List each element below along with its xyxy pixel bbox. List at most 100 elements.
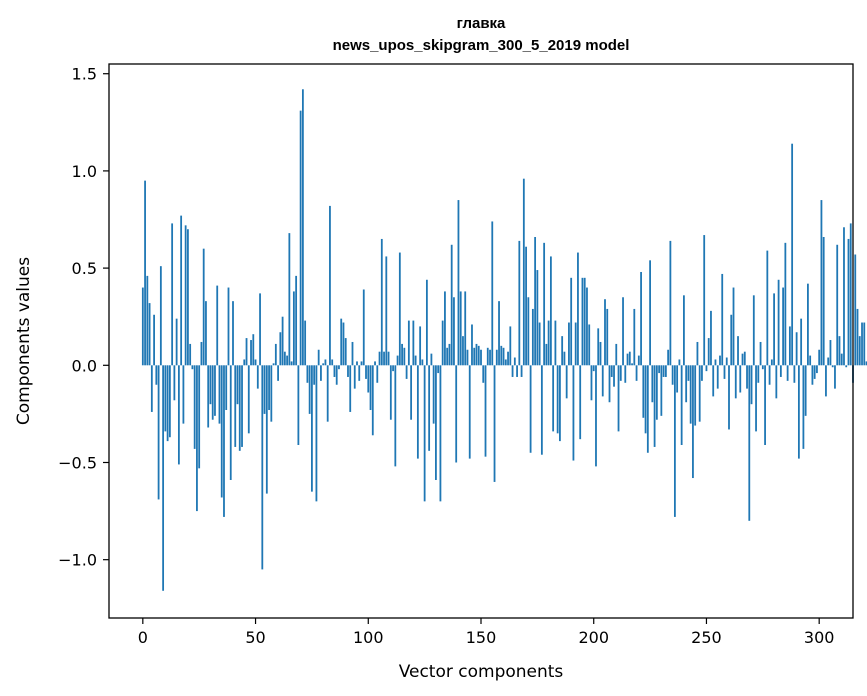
bar-317 xyxy=(856,308,859,366)
bar-240 xyxy=(683,295,685,366)
bar-254 xyxy=(714,359,717,366)
bar-96 xyxy=(358,365,361,381)
bar-145 xyxy=(468,365,471,459)
bar-109 xyxy=(387,351,390,366)
bar-194 xyxy=(579,365,582,440)
bar-35 xyxy=(220,365,223,498)
bar-25 xyxy=(198,365,201,469)
bar-247 xyxy=(698,365,701,422)
chart-subtitle: news_upos_skipgram_300_5_2019 model xyxy=(333,37,630,54)
bar-275 xyxy=(761,365,764,370)
bar-92 xyxy=(349,365,352,412)
bar-181 xyxy=(549,256,552,366)
bar-143 xyxy=(464,291,467,366)
bar-224 xyxy=(646,365,649,453)
bar-196 xyxy=(583,277,586,366)
bar-174 xyxy=(534,237,537,366)
bar-187 xyxy=(563,351,566,366)
bar-116 xyxy=(403,347,406,366)
bar-95 xyxy=(356,361,358,366)
bar-303 xyxy=(825,365,827,397)
bar-173 xyxy=(531,308,534,366)
bar-320 xyxy=(863,322,866,366)
bar-161 xyxy=(504,359,507,366)
bar-33 xyxy=(216,285,219,366)
bar-16 xyxy=(177,365,180,465)
bar-146 xyxy=(471,324,473,366)
bar-238 xyxy=(678,359,681,366)
bar-21 xyxy=(189,343,192,366)
x-axis: 0 50 100 150 200 250 300 xyxy=(138,618,834,647)
bar-52 xyxy=(259,293,261,366)
bar-115 xyxy=(401,343,403,366)
bar-80 xyxy=(322,363,325,366)
bar-312 xyxy=(845,365,848,368)
bar-213 xyxy=(622,297,624,366)
bar-10 xyxy=(164,365,167,432)
bar-157 xyxy=(495,349,498,366)
bar-61 xyxy=(279,332,282,366)
bar-44 xyxy=(241,365,243,447)
bar-236 xyxy=(673,365,676,517)
bar-252 xyxy=(710,310,712,366)
bar-8 xyxy=(159,266,162,366)
bar-223 xyxy=(644,365,647,434)
bar-272 xyxy=(755,365,757,432)
bar-89 xyxy=(342,322,345,366)
bar-75 xyxy=(311,365,313,492)
bar-15 xyxy=(175,318,178,366)
bar-134 xyxy=(444,291,446,366)
bar-228 xyxy=(655,365,658,420)
bar-30 xyxy=(209,365,212,405)
bar-233 xyxy=(667,349,670,366)
x-axis-label: Vector components xyxy=(399,662,564,682)
bar-197 xyxy=(586,287,588,366)
bar-314 xyxy=(849,223,852,366)
x-tick-label-200: 200 xyxy=(578,628,609,647)
bar-313 xyxy=(847,238,850,366)
bar-43 xyxy=(238,365,241,451)
bar-113 xyxy=(396,355,399,366)
bar-310 xyxy=(840,353,843,366)
bar-69 xyxy=(297,365,300,445)
bar-124 xyxy=(421,359,424,366)
bar-18 xyxy=(182,365,185,424)
bar-289 xyxy=(793,365,796,383)
bar-2 xyxy=(146,275,149,366)
bar-193 xyxy=(577,252,579,366)
bar-311 xyxy=(843,227,845,366)
bar-216 xyxy=(628,351,631,366)
bar-82 xyxy=(326,365,329,422)
bar-112 xyxy=(394,365,397,467)
bar-65 xyxy=(288,233,291,366)
bar-20 xyxy=(187,229,189,366)
bar-46 xyxy=(245,338,248,366)
bar-48 xyxy=(250,340,252,366)
bar-122 xyxy=(416,365,419,459)
bar-200 xyxy=(592,365,595,372)
bar-63 xyxy=(283,351,286,366)
bar-123 xyxy=(419,326,422,366)
bar-321 xyxy=(865,361,867,366)
bar-72 xyxy=(304,320,307,366)
bar-251 xyxy=(707,338,710,366)
bar-237 xyxy=(676,365,679,393)
bar-104 xyxy=(376,365,379,383)
bar-300 xyxy=(818,349,821,366)
bar-34 xyxy=(218,365,221,424)
bar-159 xyxy=(500,345,503,366)
bar-295 xyxy=(807,283,809,366)
bar-306 xyxy=(831,365,834,368)
bar-244 xyxy=(692,365,694,479)
bar-182 xyxy=(552,365,555,432)
bar-128 xyxy=(430,353,433,366)
bar-31 xyxy=(211,365,214,420)
bar-24 xyxy=(196,365,198,512)
bar-13 xyxy=(171,223,174,366)
bar-271 xyxy=(752,295,755,366)
bar-293 xyxy=(802,365,805,449)
bar-47 xyxy=(247,365,250,434)
bar-50 xyxy=(254,359,257,366)
bar-40 xyxy=(232,301,234,366)
